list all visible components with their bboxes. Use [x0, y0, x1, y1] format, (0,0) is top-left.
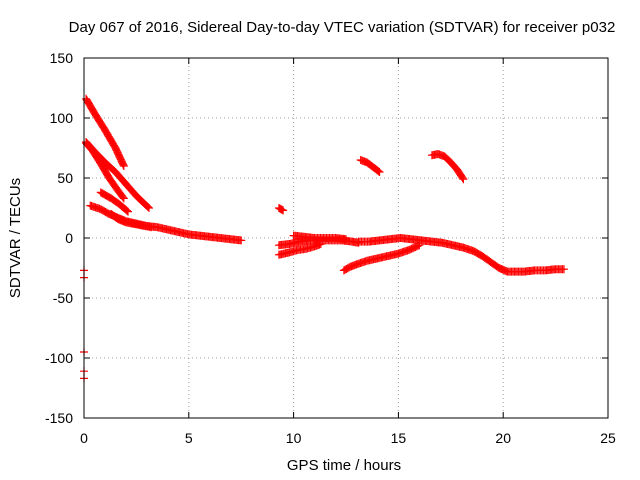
- x-tick-label: 5: [185, 430, 193, 446]
- data-point: [144, 204, 153, 212]
- data-point: [459, 175, 468, 184]
- chart-title: Day 067 of 2016, Sidereal Day-to-day VTE…: [69, 19, 616, 36]
- data-point: [375, 168, 384, 176]
- x-tick-label: 0: [80, 430, 88, 446]
- series-arc-11: [339, 241, 424, 275]
- x-tick-label: 10: [286, 430, 302, 446]
- data-point: [237, 236, 246, 245]
- y-axis-label: SDTVAR / TECUs: [7, 178, 24, 298]
- series-arc-6: [107, 210, 156, 232]
- x-tick-label: 25: [600, 430, 616, 446]
- data-point: [279, 206, 288, 215]
- y-tick-label: 0: [65, 230, 73, 246]
- series-arc-1: [82, 94, 128, 170]
- x-axis-label: GPS time / hours: [287, 457, 401, 474]
- data-point: [147, 223, 156, 232]
- y-tick-label: -50: [53, 290, 73, 306]
- data-point: [119, 162, 128, 170]
- y-tick-label: 50: [57, 170, 73, 186]
- series-arc-5: [86, 201, 246, 245]
- data-point: [119, 194, 128, 203]
- tick-labels: 0 5 10 15 20 25 -150 -100 -50 0 50 100 150: [45, 50, 616, 446]
- series-arc-14: [427, 150, 468, 184]
- data-point: [374, 167, 383, 176]
- data-layer: [80, 94, 568, 383]
- series-arc-13: [356, 156, 384, 176]
- y-tick-label: -150: [45, 410, 73, 426]
- data-point: [124, 207, 133, 216]
- tick-marks: [83, 57, 609, 419]
- series-arc-12: [354, 234, 568, 276]
- y-tick-label: 150: [50, 50, 74, 66]
- series-arc-4: [96, 188, 133, 216]
- x-tick-label: 15: [391, 430, 407, 446]
- data-point: [458, 174, 467, 182]
- data-point: [342, 235, 350, 244]
- data-point: [122, 206, 131, 215]
- series-arc-8: [274, 240, 325, 259]
- series-arc-10: [289, 231, 350, 244]
- data-point: [143, 203, 152, 211]
- y-tick-label: 100: [50, 110, 74, 126]
- x-tick-label: 20: [495, 430, 511, 446]
- data-point: [559, 265, 568, 274]
- data-point: [118, 193, 127, 202]
- y-tick-label: -100: [45, 350, 73, 366]
- series-arc-7: [274, 204, 288, 215]
